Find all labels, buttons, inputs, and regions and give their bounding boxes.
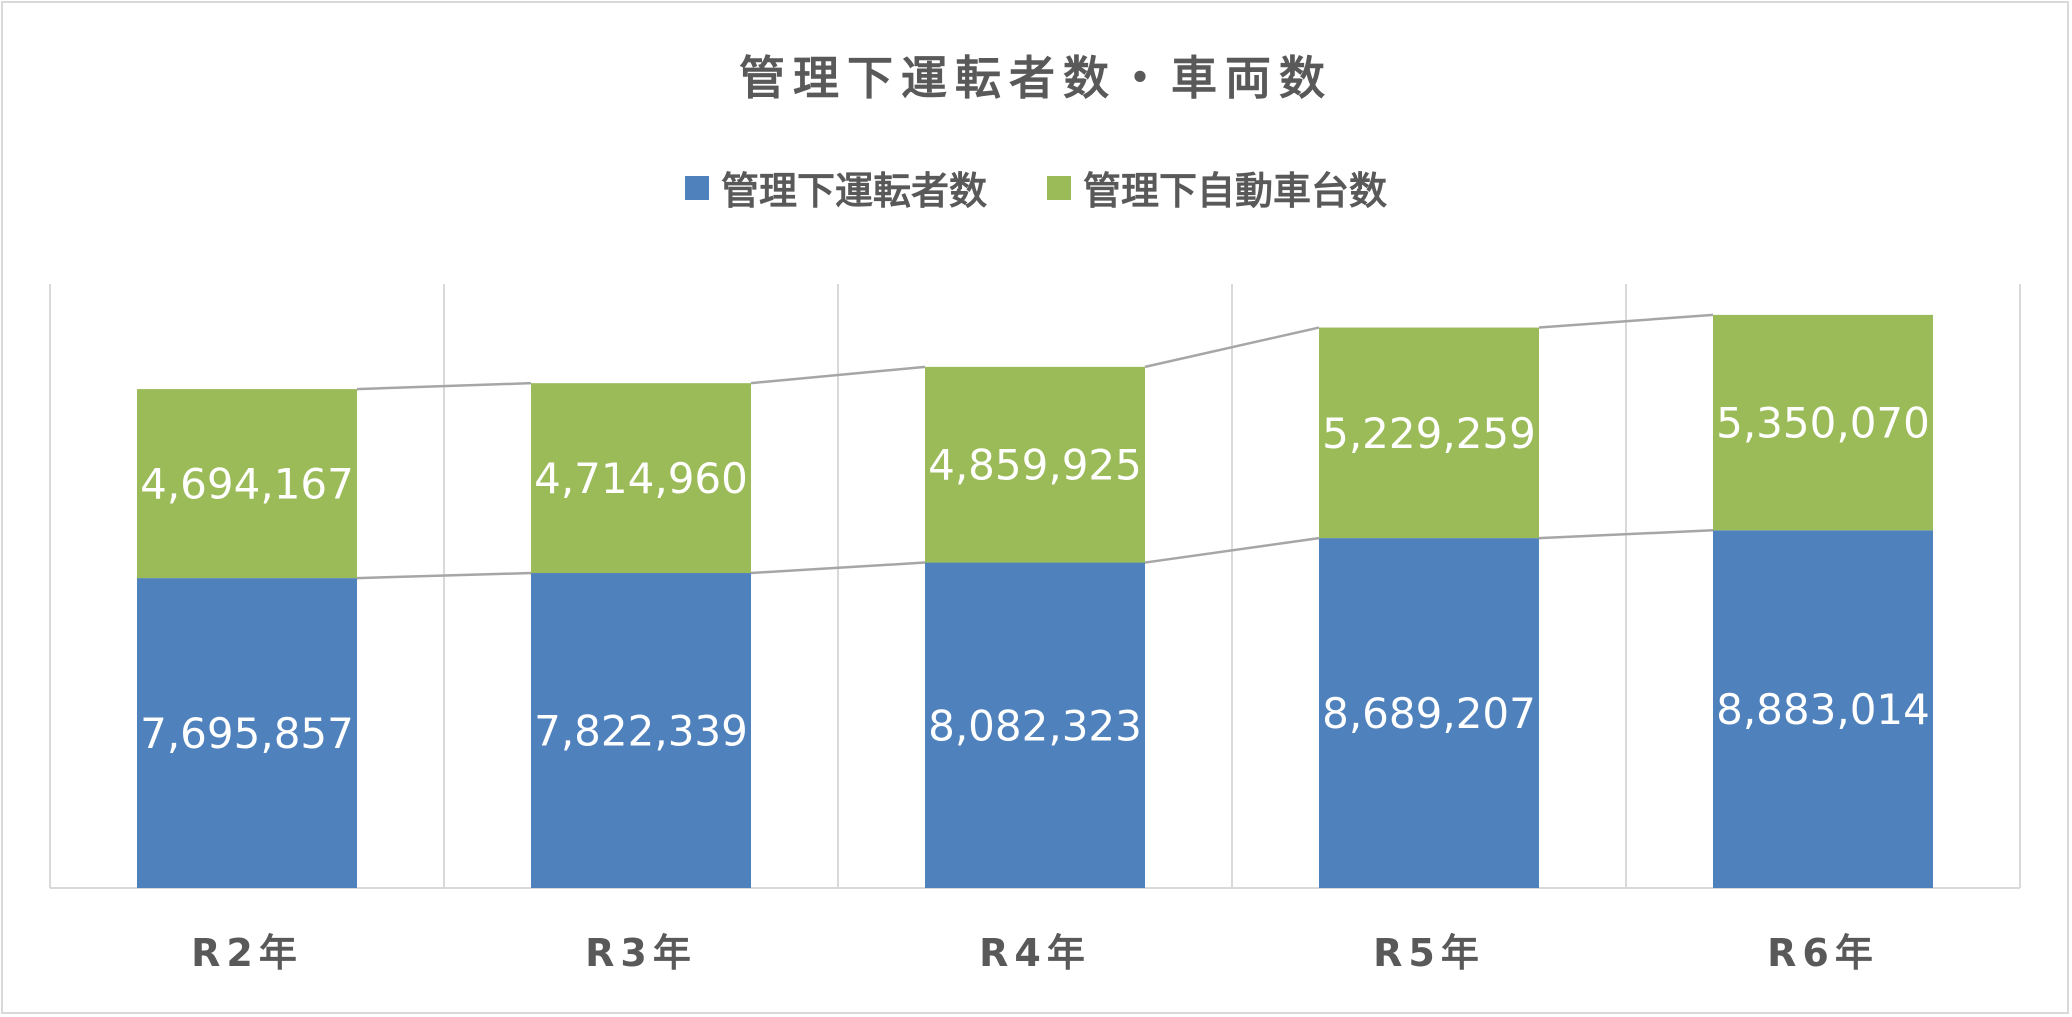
legend-swatch-vehicles	[1047, 175, 1071, 200]
bar-drivers	[137, 578, 357, 888]
x-tick-label: R2年	[191, 931, 303, 975]
legend-label-drivers: 管理下運転者数	[720, 169, 987, 213]
bar-drivers	[1319, 538, 1539, 888]
series-line-drivers	[750, 561, 926, 575]
bar-drivers	[531, 573, 751, 888]
x-tick-label: R4年	[979, 931, 1091, 975]
bar-vehicles	[1713, 314, 1933, 531]
chart-legend: 管理下運転者数 管理下自動車台数	[0, 160, 2072, 215]
bar-drivers	[925, 562, 1145, 888]
x-tick-label: R6年	[1767, 931, 1879, 975]
legend-label-vehicles: 管理下自動車台数	[1083, 169, 1388, 213]
legend-item-drivers: 管理下運転者数	[684, 160, 987, 215]
series-line-vehicles	[1538, 313, 1714, 329]
bar-vehicles	[531, 383, 751, 574]
chart-title: 管理下運転者数・車両数	[739, 51, 1333, 105]
data-label: 5,350,070	[1716, 399, 1930, 448]
bar-vehicles	[137, 389, 357, 579]
series-line-drivers	[1144, 536, 1320, 564]
data-label: 7,822,339	[534, 707, 748, 756]
data-label: 8,883,014	[1716, 685, 1930, 734]
series-line-vehicles	[750, 365, 926, 385]
bar-vehicles	[925, 366, 1145, 563]
x-tick-label: R5年	[1373, 931, 1485, 975]
series-line-vehicles	[1144, 326, 1320, 369]
x-tick-label: R3年	[585, 931, 697, 975]
data-label: 8,082,323	[928, 701, 1142, 750]
data-label: 5,229,259	[1322, 409, 1536, 458]
series-line-vehicles	[356, 381, 532, 391]
bar-vehicles	[1319, 327, 1539, 539]
data-label: 4,859,925	[928, 441, 1142, 490]
data-label: 8,689,207	[1322, 689, 1536, 738]
bar-drivers	[1713, 530, 1933, 888]
series-line-drivers	[356, 571, 532, 580]
data-label: 7,695,857	[140, 709, 354, 758]
data-label: 4,694,167	[140, 460, 354, 509]
legend-item-vehicles: 管理下自動車台数	[1047, 160, 1387, 215]
data-label: 4,714,960	[534, 454, 748, 503]
legend-swatch-drivers	[684, 175, 709, 200]
series-line-drivers	[1538, 529, 1714, 540]
